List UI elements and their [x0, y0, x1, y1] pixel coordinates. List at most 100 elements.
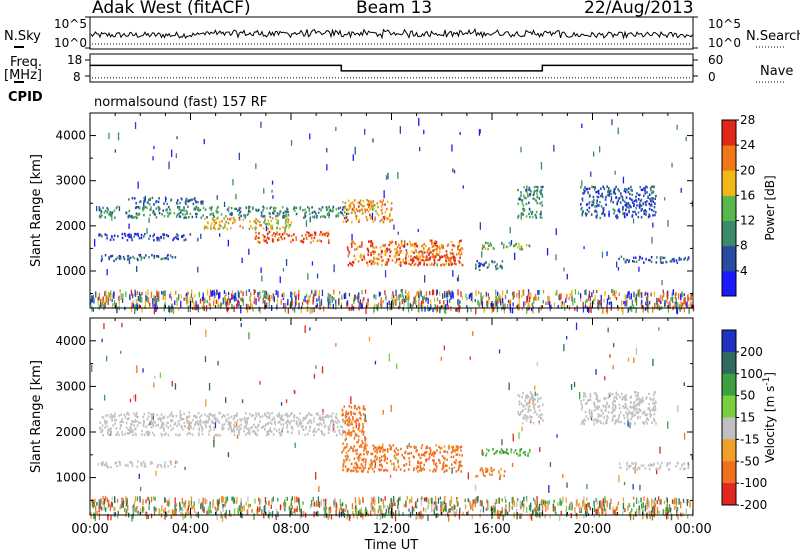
echo-mark	[359, 253, 362, 256]
noise-mark	[101, 302, 104, 307]
noise-mark	[91, 499, 94, 503]
echo-mark	[377, 257, 380, 261]
echo-mark	[213, 421, 216, 425]
colorbar-frame	[721, 119, 737, 297]
noise-mark	[419, 289, 421, 296]
noise-mark	[553, 144, 555, 152]
noise-mark	[234, 293, 236, 299]
noise-mark	[590, 415, 593, 421]
echo-mark	[367, 200, 370, 203]
echo-mark	[218, 223, 221, 227]
noise-mark	[324, 502, 326, 508]
echo-mark	[116, 256, 119, 259]
echo-mark	[239, 210, 242, 213]
noise-mark	[134, 496, 137, 502]
echo-mark	[328, 210, 330, 214]
echo-mark	[455, 453, 458, 456]
echo-mark	[160, 465, 163, 468]
noise-mark	[158, 508, 160, 515]
echo-mark	[142, 460, 145, 464]
noise-mark	[372, 498, 374, 505]
noise-mark	[386, 302, 388, 309]
echo-mark	[380, 263, 383, 267]
echo-mark	[414, 245, 416, 248]
noise-mark	[656, 507, 659, 515]
echo-mark	[455, 459, 457, 462]
echo-mark	[148, 237, 150, 240]
noise-mark	[344, 292, 347, 300]
echo-mark	[626, 206, 628, 209]
echo-mark	[335, 413, 338, 416]
echo-mark	[646, 200, 648, 203]
noise-mark	[456, 497, 458, 501]
noise-mark	[372, 138, 374, 143]
noise-mark	[351, 304, 353, 311]
echo-mark	[163, 433, 166, 436]
echo-mark	[650, 260, 653, 264]
echo-mark	[361, 205, 364, 208]
echo-mark	[640, 188, 643, 192]
echo-mark	[636, 204, 638, 207]
nsearch-tick-bottom: 10^0	[708, 36, 741, 50]
echo-mark	[427, 248, 430, 251]
echo-mark	[308, 419, 311, 422]
echo-mark	[357, 260, 360, 263]
noise-mark	[675, 292, 677, 296]
echo-mark	[454, 450, 456, 453]
echo-mark	[456, 453, 459, 456]
echo-mark	[238, 425, 241, 428]
echo-mark	[629, 204, 631, 207]
echo-mark	[131, 216, 133, 219]
echo-mark	[160, 413, 163, 416]
echo-mark	[115, 258, 117, 261]
noise-mark	[566, 335, 568, 340]
echo-mark	[311, 413, 313, 417]
noise-mark	[487, 500, 489, 505]
echo-mark	[138, 213, 140, 216]
noise-mark	[532, 510, 534, 516]
noise-mark	[358, 301, 361, 306]
noise-mark	[474, 499, 476, 504]
noise-mark	[588, 307, 590, 314]
echo-mark	[351, 469, 353, 472]
echo-mark	[163, 237, 165, 240]
noise-mark	[537, 290, 539, 296]
echo-mark	[232, 418, 235, 421]
noise-mark	[217, 501, 220, 506]
noise-mark	[569, 292, 571, 298]
echo-mark	[198, 434, 200, 437]
echo-mark	[186, 210, 188, 213]
noise-mark	[386, 307, 389, 312]
echo-mark	[144, 205, 147, 209]
nave-label: Nave	[760, 64, 794, 79]
noise-mark	[213, 436, 215, 443]
noise-mark	[147, 297, 150, 304]
echo-mark	[281, 429, 283, 432]
echo-mark	[631, 189, 633, 192]
noise-mark	[325, 506, 328, 510]
noise-mark	[282, 268, 285, 272]
echo-mark	[353, 457, 356, 460]
echo-mark	[219, 411, 221, 415]
noise-mark	[350, 307, 352, 311]
echo-mark	[345, 412, 347, 415]
echo-mark	[302, 240, 305, 244]
echo-mark	[108, 428, 110, 432]
noise-mark	[335, 126, 337, 132]
noise-mark	[443, 500, 446, 505]
noise-mark	[680, 187, 682, 193]
noise-mark	[601, 507, 603, 515]
echo-mark	[643, 187, 645, 190]
echo-mark	[455, 263, 457, 266]
noise-mark	[645, 301, 647, 306]
echo-mark	[449, 258, 452, 262]
echo-mark	[290, 419, 293, 423]
noise-mark	[596, 290, 598, 294]
noise-mark	[398, 497, 400, 501]
echo-mark	[303, 237, 305, 241]
noise-mark	[215, 506, 217, 511]
noise-mark	[688, 307, 690, 314]
echo-mark	[384, 456, 387, 459]
echo-mark	[648, 213, 650, 216]
echo-mark	[193, 414, 195, 418]
